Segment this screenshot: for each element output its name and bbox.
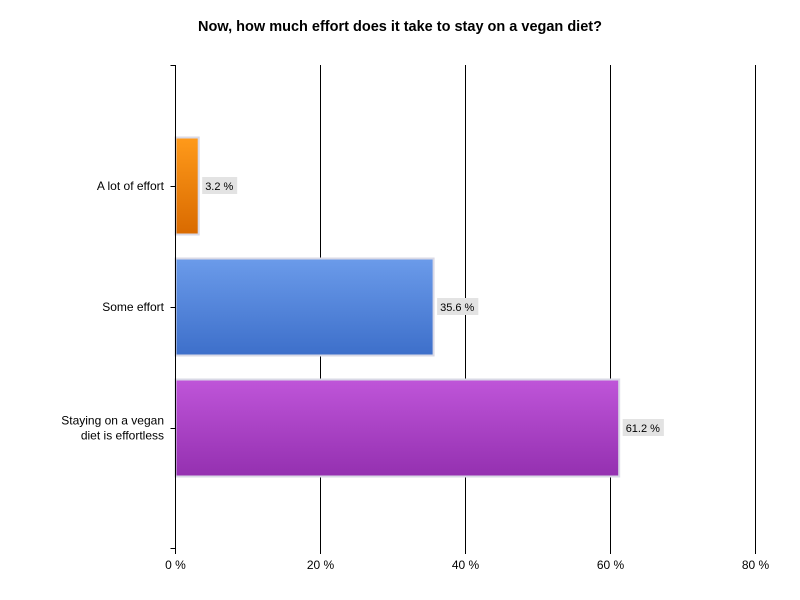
data-label-background [437,298,479,315]
x-tick-label: 20 % [307,558,335,572]
category-label: Some effort [102,300,164,314]
data-label: 61.2 % [626,423,660,435]
bar [174,378,621,478]
category-label: Staying on a vegan diet is effortless [61,414,164,443]
category-label: A lot of effort [97,179,165,193]
data-label-background [622,419,664,436]
x-tick-label: 80 % [742,558,770,572]
data-label: 35.6 % [440,302,474,314]
x-tick-label: 60 % [597,558,625,572]
data-label-background [202,177,238,194]
x-tick-label: 0 % [165,558,186,572]
bar [174,136,200,236]
data-label: 3.2 % [205,181,233,193]
chart-title: Now, how much effort does it take to sta… [198,19,602,35]
bar [174,257,435,357]
bars [174,136,621,478]
labels: 0 % 20 % 40 % 60 % 80 % A lot of effort 3.2 % S… [61,177,770,572]
axes [170,65,756,554]
x-tick-label: 40 % [452,558,480,572]
